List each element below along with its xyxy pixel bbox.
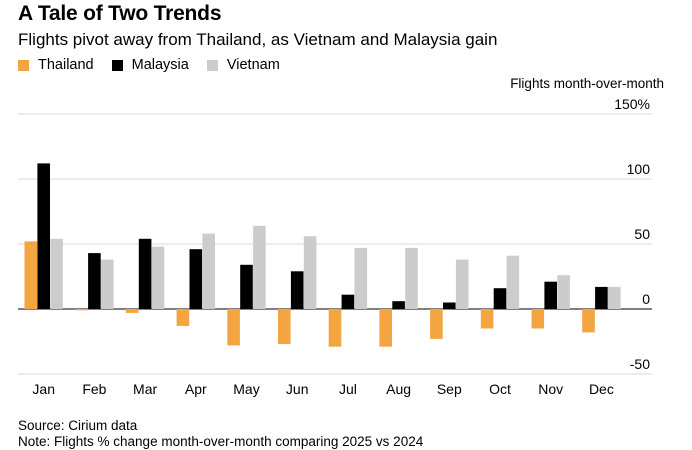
- bar-thailand-may: [227, 309, 240, 346]
- legend-swatch-thailand: [18, 59, 29, 71]
- bar-malaysia-may: [240, 264, 253, 309]
- bar-malaysia-jan: [37, 163, 50, 309]
- source-note: Source: Cirium data: [18, 418, 138, 433]
- y-tick-label: 0: [642, 291, 650, 307]
- bar-vietnam-jul: [354, 247, 368, 309]
- chart-subtitle: Flights pivot away from Thailand, as Vie…: [18, 30, 498, 49]
- bar-malaysia-sep: [443, 302, 456, 309]
- x-tick-label: Nov: [538, 381, 563, 397]
- bar-vietnam-sep: [455, 259, 469, 309]
- x-tick-label: Jan: [32, 381, 55, 397]
- footnote: Note: Flights % change month-over-month …: [18, 434, 424, 449]
- x-tick-label: Apr: [185, 381, 207, 397]
- legend-label-malaysia: Malaysia: [131, 57, 189, 73]
- bar-thailand-jul: [328, 309, 342, 347]
- bar-malaysia-jun: [290, 271, 304, 309]
- chart-title: A Tale of Two Trends: [18, 2, 222, 25]
- bar-malaysia-mar: [138, 238, 152, 309]
- bar-malaysia-apr: [189, 249, 203, 309]
- bar-thailand-nov: [531, 309, 545, 329]
- legend-item-malaysia: Malaysia: [111, 57, 189, 73]
- bar-thailand-dec: [582, 309, 595, 333]
- legend: Thailand Malaysia Vietnam: [18, 57, 298, 73]
- bar-thailand-sep: [430, 309, 443, 339]
- bar-thailand-mar: [125, 309, 139, 313]
- y-tick-label: 100: [627, 161, 651, 177]
- x-tick-label: Feb: [82, 381, 106, 397]
- x-tick-label: Dec: [589, 381, 614, 397]
- bar-malaysia-dec: [595, 286, 608, 309]
- legend-swatch-malaysia: [111, 59, 123, 71]
- bar-vietnam-oct: [506, 255, 520, 309]
- legend-label-thailand: Thailand: [38, 57, 94, 73]
- x-tick-label: Jun: [286, 381, 309, 397]
- bar-malaysia-nov: [544, 281, 557, 309]
- legend-swatch-vietnam: [206, 59, 218, 71]
- bar-malaysia-aug: [392, 301, 405, 309]
- x-tick-label: May: [233, 381, 259, 397]
- bar-vietnam-feb: [101, 259, 114, 309]
- bar-vietnam-nov: [557, 275, 570, 309]
- bar-malaysia-feb: [88, 253, 101, 309]
- bar-thailand-jan: [24, 241, 38, 309]
- bar-thailand-aug: [379, 309, 392, 347]
- bar-vietnam-mar: [151, 246, 165, 309]
- legend-item-thailand: Thailand: [18, 57, 94, 73]
- bar-vietnam-apr: [202, 233, 215, 309]
- y-tick-label: 50: [634, 226, 650, 242]
- bar-vietnam-may: [253, 225, 266, 309]
- x-tick-label: Mar: [133, 381, 157, 397]
- bar-thailand-oct: [480, 309, 494, 329]
- legend-item-vietnam: Vietnam: [206, 57, 280, 73]
- y-tick-label: 150%: [614, 96, 650, 112]
- bar-malaysia-oct: [493, 288, 507, 309]
- legend-label-vietnam: Vietnam: [226, 57, 280, 73]
- y-axis-unit-label: Flights month-over-month: [510, 76, 664, 91]
- x-tick-label: Oct: [489, 381, 511, 397]
- x-tick-label: Aug: [386, 381, 411, 397]
- bar-thailand-feb: [75, 309, 88, 311]
- bar-thailand-jun: [278, 309, 291, 345]
- bar-malaysia-jul: [341, 294, 355, 309]
- y-tick-label: -50: [630, 356, 650, 372]
- bar-thailand-apr: [176, 309, 190, 326]
- bar-vietnam-dec: [608, 286, 621, 309]
- bar-vietnam-aug: [405, 247, 418, 309]
- bar-vietnam-jun: [303, 236, 317, 309]
- bar-vietnam-jan: [50, 238, 63, 309]
- x-tick-label: Sep: [437, 381, 462, 397]
- x-tick-label: Jul: [339, 381, 357, 397]
